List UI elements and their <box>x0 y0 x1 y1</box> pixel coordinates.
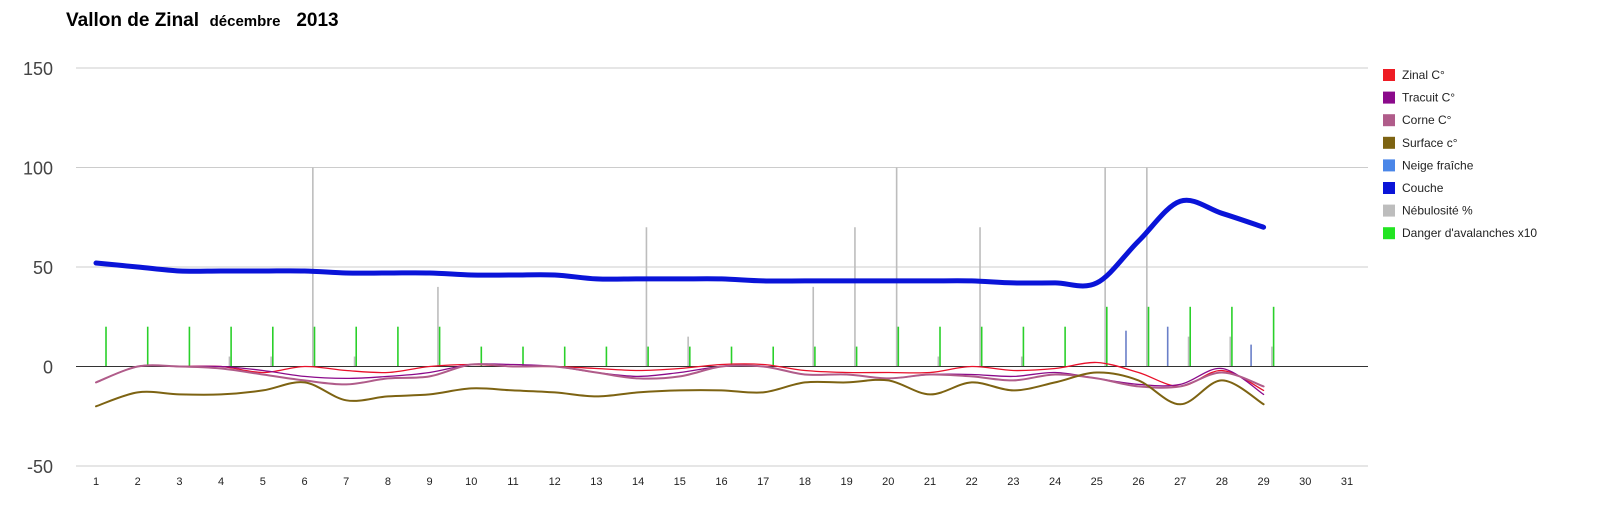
x-tick-label: 15 <box>674 476 686 488</box>
x-tick-label: 14 <box>632 476 644 488</box>
x-tick-label: 20 <box>882 476 894 488</box>
x-tick-label: 1 <box>93 476 99 488</box>
series-line-2 <box>95 363 1265 389</box>
x-tick-label: 21 <box>924 476 936 488</box>
y-tick-label: 150 <box>23 59 53 79</box>
x-tick-label: 30 <box>1299 476 1311 488</box>
x-tick-label: 6 <box>301 476 307 488</box>
legend: Zinal C° Tracuit C° Corne C° Surface c° Neig… <box>1383 68 1537 240</box>
chart-title: Vallon de Zinal décembre 2013 <box>66 10 339 32</box>
bar-marks <box>105 167 1275 367</box>
x-tick-label: 19 <box>840 476 852 488</box>
x-tick-label: 27 <box>1174 476 1186 488</box>
chart-title-year: 2013 <box>296 10 339 31</box>
x-tick-label: 4 <box>218 476 224 488</box>
legend-swatch <box>1383 69 1395 81</box>
line-series <box>93 197 1267 408</box>
x-tick-label: 2 <box>135 476 141 488</box>
legend-swatch <box>1383 91 1395 104</box>
x-tick-label: 3 <box>176 476 182 488</box>
x-tick-label: 16 <box>715 476 727 488</box>
legend-label: Danger d'avalanches x10 <box>1402 226 1537 240</box>
legend-swatch <box>1383 227 1395 240</box>
x-tick-label: 29 <box>1257 476 1269 488</box>
y-tick-label: -50 <box>27 457 53 477</box>
y-tick-label: 100 <box>23 159 53 179</box>
legend-swatch <box>1383 182 1395 194</box>
x-tick-label: 24 <box>1049 476 1061 488</box>
legend-label: Tracuit C° <box>1402 91 1455 105</box>
x-tick-label: 25 <box>1091 476 1103 488</box>
x-tick-label: 28 <box>1216 476 1228 488</box>
gridlines <box>76 67 1368 467</box>
legend-swatch <box>1383 136 1395 149</box>
x-tick-label: 7 <box>343 476 349 488</box>
x-tick-label: 12 <box>549 476 561 488</box>
legend-swatch <box>1383 204 1395 217</box>
legend-swatch <box>1383 114 1395 127</box>
x-tick-label: 11 <box>507 476 518 488</box>
legend-label: Surface c° <box>1402 136 1458 150</box>
chart-title-place: Vallon de Zinal <box>66 10 200 31</box>
y-tick-label: 50 <box>33 258 53 278</box>
x-tick-label: 18 <box>799 476 811 488</box>
series-line-4 <box>93 197 1267 289</box>
chart-title-month: décembre <box>209 13 281 30</box>
legend-label: Neige fraîche <box>1402 158 1474 172</box>
legend-label: Couche <box>1402 181 1444 195</box>
legend-label: Nébulosité % <box>1402 204 1473 218</box>
x-axis-ticks: 1 2 3 4 5 6 7 8 9 10 11 12 13 14 15 16 17 18 19 20 21 22 23 24 2… <box>93 476 1353 488</box>
y-axis-ticks: 150 100 50 0 -50 <box>23 59 53 477</box>
y-tick-label: 0 <box>43 358 53 378</box>
x-tick-label: 31 <box>1341 476 1353 488</box>
x-tick-label: 5 <box>260 476 266 488</box>
x-tick-label: 23 <box>1007 476 1019 488</box>
series-line-1 <box>95 363 1265 396</box>
x-tick-label: 13 <box>590 476 602 488</box>
legend-label: Zinal C° <box>1402 68 1445 82</box>
legend-swatch <box>1383 159 1395 172</box>
x-tick-label: 10 <box>465 476 477 488</box>
x-tick-label: 26 <box>1132 476 1144 488</box>
series-line-0 <box>95 361 1265 392</box>
series-line-3 <box>95 371 1265 408</box>
x-tick-label: 22 <box>966 476 978 488</box>
x-tick-label: 17 <box>757 476 769 488</box>
x-tick-label: 8 <box>385 476 391 488</box>
x-tick-label: 9 <box>427 476 433 488</box>
legend-label: Corne C° <box>1402 113 1452 127</box>
